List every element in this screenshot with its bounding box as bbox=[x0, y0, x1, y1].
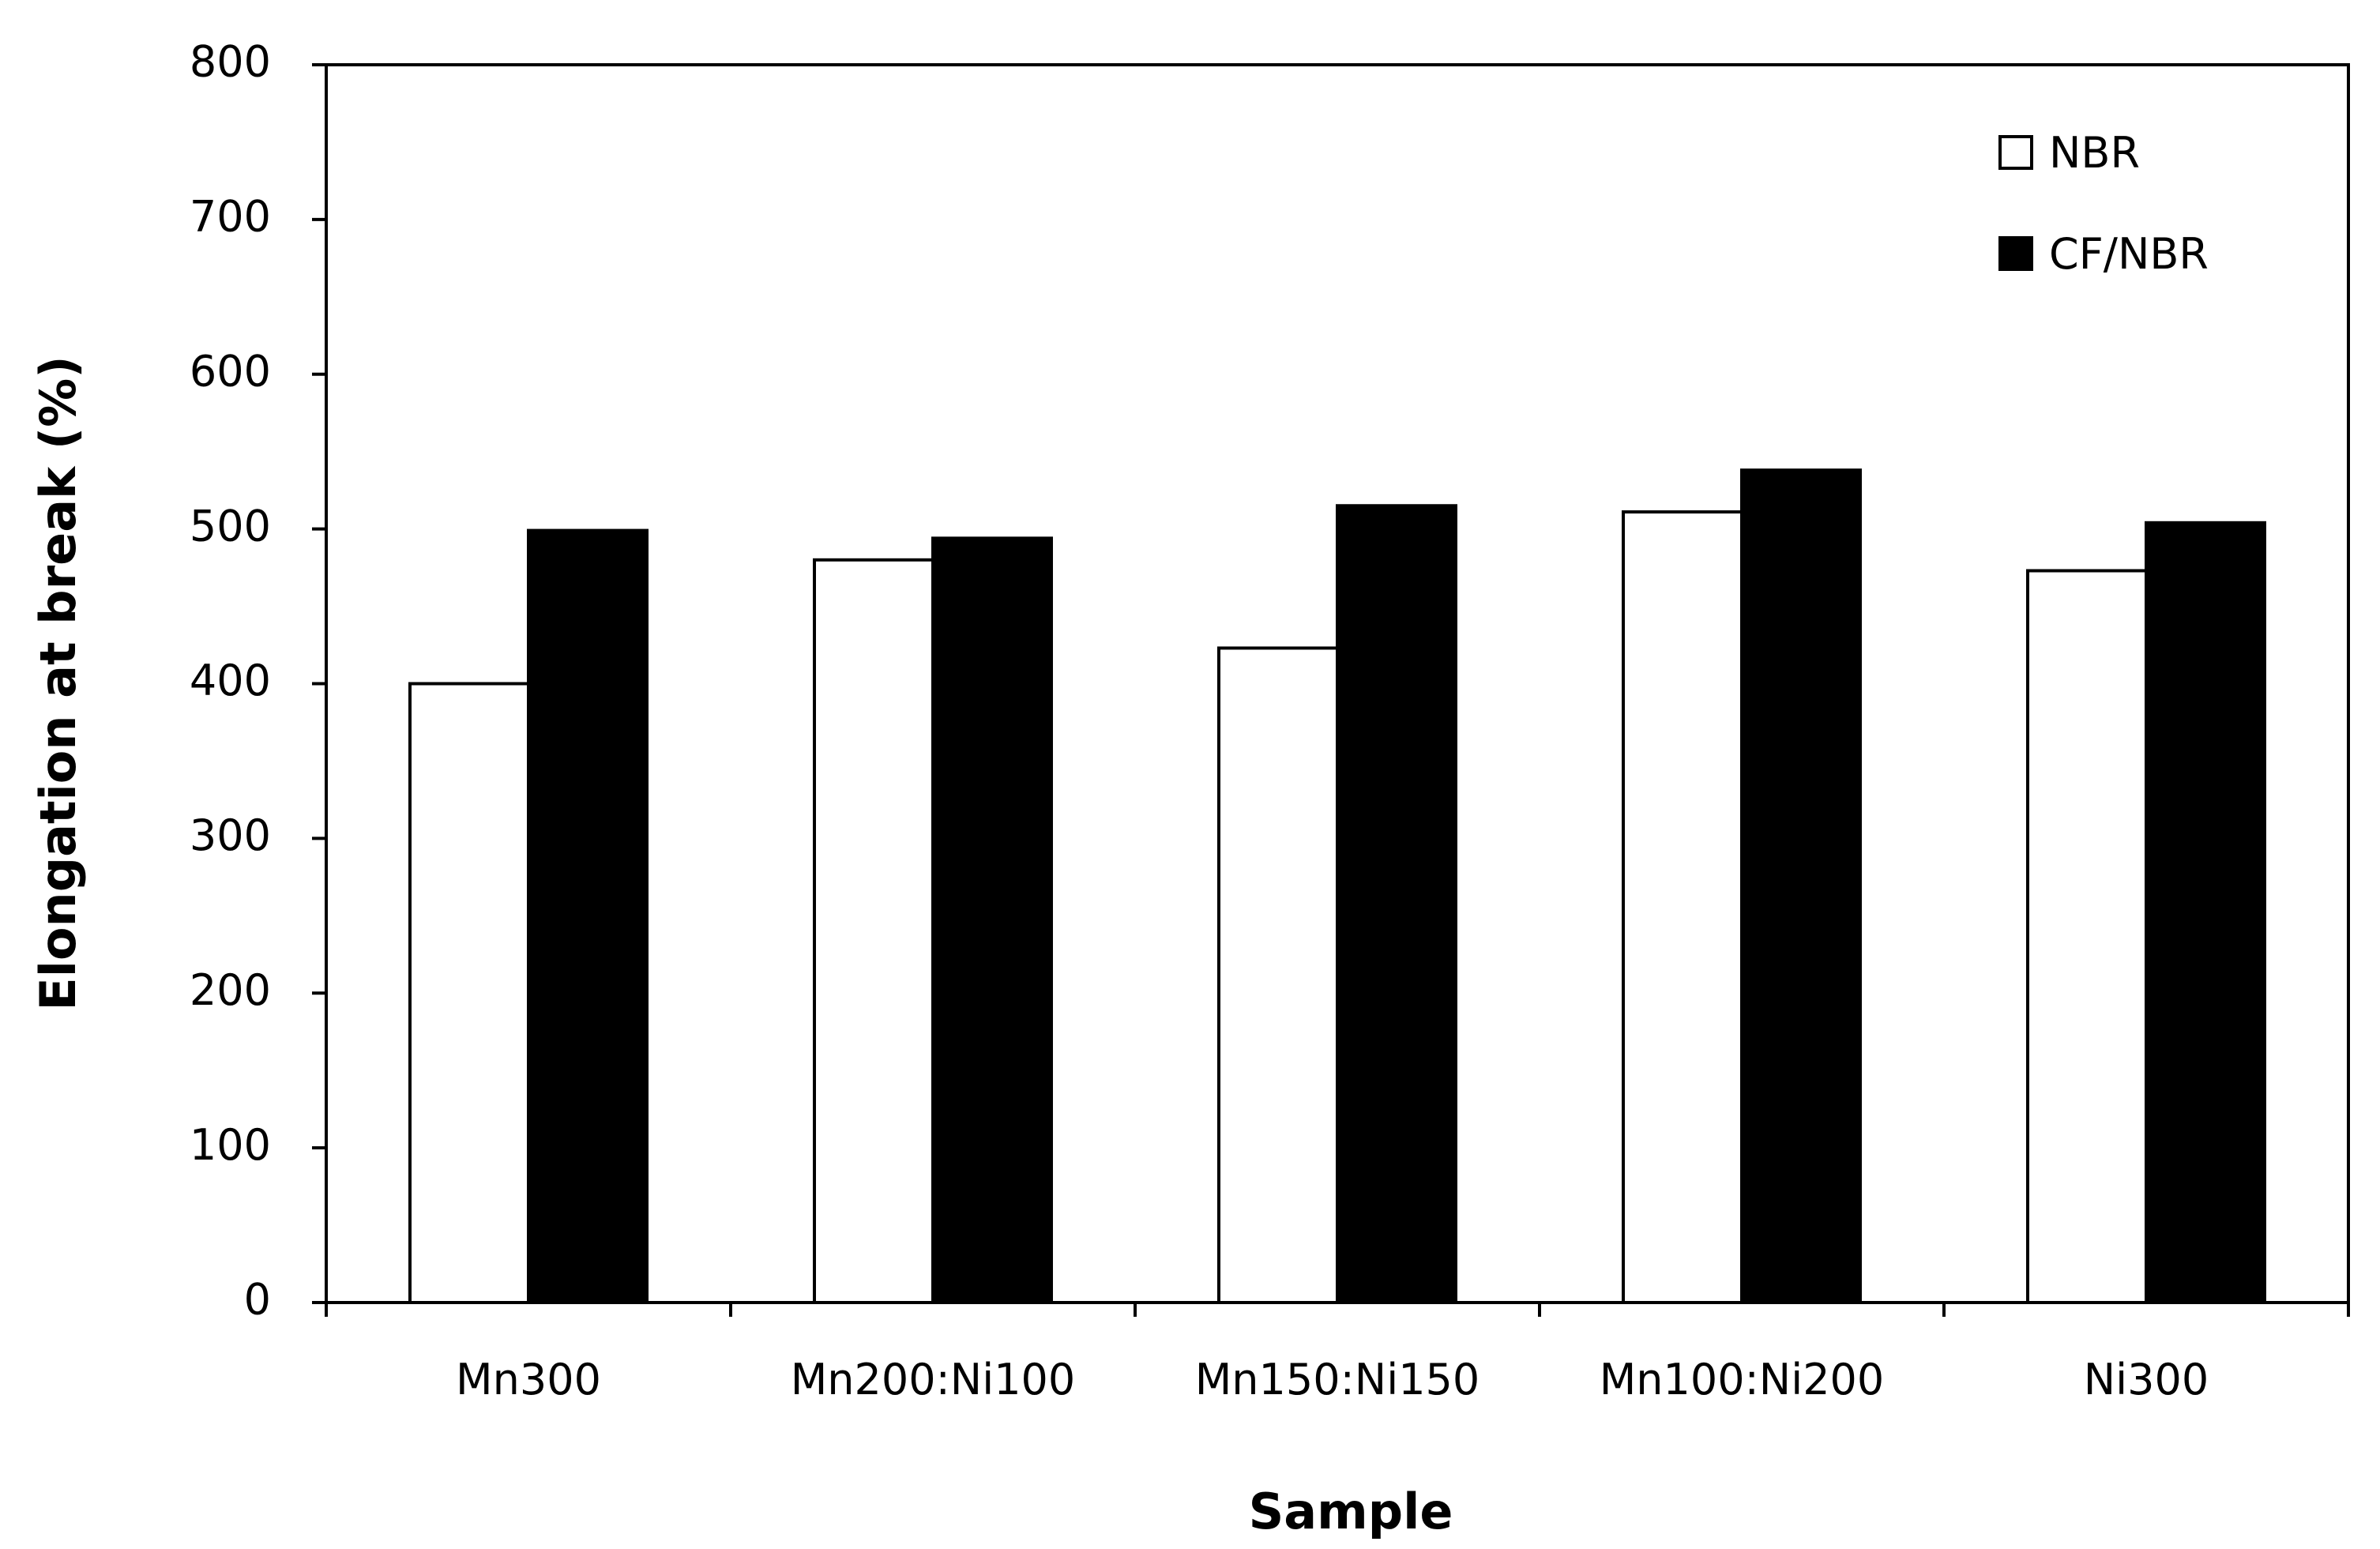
x-axis-title: Sample bbox=[1249, 1483, 1453, 1540]
bar-nbr-mn100-ni200 bbox=[1622, 510, 1743, 1304]
y-axis-title: Elongation at break (%) bbox=[29, 355, 87, 1010]
y-tick-label-300: 300 bbox=[190, 810, 271, 860]
legend-label-nbr: NBR bbox=[2049, 128, 2140, 178]
legend-swatch-nbr bbox=[1998, 135, 2033, 170]
y-tick-label-800: 800 bbox=[190, 37, 271, 87]
y-tick-label-200: 200 bbox=[190, 965, 271, 1015]
y-tick-label-700: 700 bbox=[190, 192, 271, 242]
legend-swatch-cf-nbr bbox=[1998, 236, 2033, 271]
bar-nbr-mn200-ni100 bbox=[813, 558, 934, 1304]
y-tick-label-100: 100 bbox=[190, 1120, 271, 1170]
x-tick-label-mn100-ni200: Mn100:Ni200 bbox=[1600, 1355, 1885, 1404]
y-tick-label-500: 500 bbox=[190, 501, 271, 551]
bar-nbr-ni300 bbox=[2026, 569, 2148, 1304]
legend: NBR CF/NBR bbox=[1998, 128, 2209, 279]
bar-nbr-mn150-ni150 bbox=[1217, 646, 1339, 1304]
y-tick-label-400: 400 bbox=[190, 656, 271, 705]
x-tick-label-mn300: Mn300 bbox=[456, 1355, 601, 1404]
x-tick-label-mn150-ni150: Mn150:Ni150 bbox=[1195, 1355, 1480, 1404]
bar-cf-nbr-mn100-ni200 bbox=[1740, 468, 1862, 1304]
bar-nbr-mn300 bbox=[408, 682, 530, 1304]
y-tick-label-600: 600 bbox=[190, 346, 271, 396]
bar-cf-nbr-ni300 bbox=[2145, 521, 2266, 1304]
x-tick-label-ni300: Ni300 bbox=[2084, 1355, 2209, 1404]
bar-cf-nbr-mn200-ni100 bbox=[931, 536, 1053, 1304]
bars-layer bbox=[408, 468, 2266, 1304]
bar-cf-nbr-mn150-ni150 bbox=[1336, 504, 1457, 1304]
axes-layer: 0 100 200 300 400 500 600 700 800 Mn300 Mn200:Ni10… bbox=[190, 37, 2350, 1404]
x-tick-label-mn200-ni100: Mn200:Ni100 bbox=[791, 1355, 1076, 1404]
bar-cf-nbr-mn300 bbox=[527, 528, 649, 1304]
legend-label-cf-nbr: CF/NBR bbox=[2049, 229, 2209, 279]
y-tick-label-0: 0 bbox=[244, 1275, 271, 1325]
